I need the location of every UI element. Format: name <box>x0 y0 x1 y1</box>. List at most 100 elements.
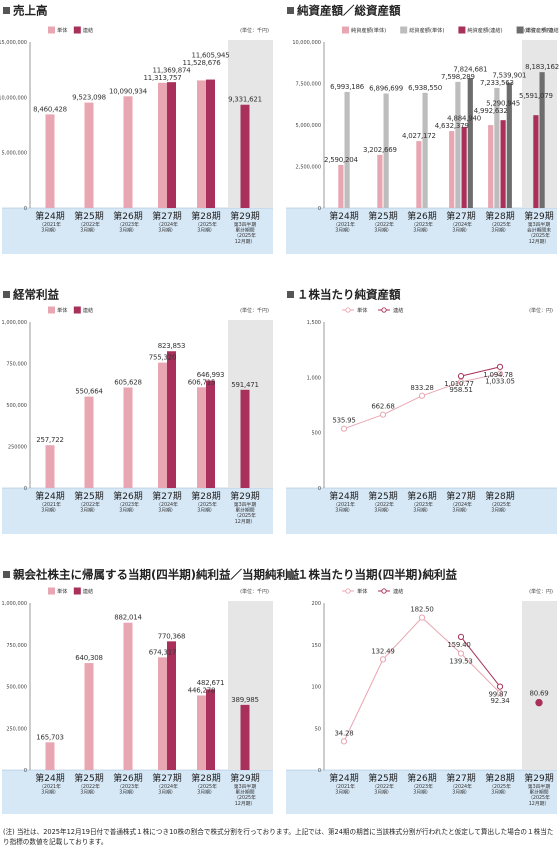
y-tick-label: 150 <box>311 643 321 649</box>
x-category-label: 第24期 <box>35 772 64 784</box>
data-label: 674,317 <box>149 648 177 656</box>
y-tick-label: 50 <box>315 726 321 732</box>
x-category-sublabel: 3月期） <box>119 508 136 514</box>
x-category-sublabel: 3月期） <box>335 508 352 514</box>
bar <box>206 689 215 770</box>
category-band <box>2 488 273 534</box>
x-category-sublabel: （2021年 <box>39 783 61 790</box>
title-marker <box>287 291 294 298</box>
x-category-sublabel: （2025年 <box>234 512 256 519</box>
bar <box>45 742 55 770</box>
x-category-label: 第26期 <box>113 772 142 784</box>
period29-shade <box>522 601 557 770</box>
legend-label: 純資産額(連結) <box>467 26 502 34</box>
data-label: 550,664 <box>75 388 103 396</box>
x-category-label: 第29期 <box>230 772 259 784</box>
unit-label: (単位：千円) <box>240 27 269 34</box>
x-category-sublabel: （2022年 <box>372 221 394 228</box>
data-point <box>496 370 504 377</box>
x-category-sublabel: （2021年 <box>39 221 61 228</box>
data-label: 11,528,676 <box>182 59 221 67</box>
x-category-sublabel: （2025年 <box>528 232 550 239</box>
data-point <box>418 614 426 621</box>
y-tick-label: 1,000,000 <box>2 601 27 607</box>
x-category-sublabel: 3月期） <box>119 790 136 796</box>
data-label: 1,033.05 <box>485 378 515 386</box>
x-category-sublabel: （2021年 <box>333 221 355 228</box>
chart-title: １株当たり当期(四半期)純利益 <box>297 568 458 582</box>
chart-title: 親会社株主に帰属する当期(四半期)純利益／当期純利益 <box>13 568 300 582</box>
y-tick-label: 1,000 <box>307 375 321 381</box>
x-category-label: 第27期 <box>446 772 475 784</box>
x-category-sublabel: （2024年 <box>156 221 178 228</box>
y-tick-label: 0 <box>318 486 321 492</box>
x-category-sublabel: 第3四半期 <box>234 783 256 790</box>
legend-swatch <box>342 26 349 34</box>
x-category-sublabel: （2023年 <box>117 501 139 508</box>
data-label: 446,278 <box>188 686 216 694</box>
data-label: 8,183,162 <box>525 63 559 71</box>
bar <box>449 131 455 208</box>
bar <box>84 663 94 770</box>
legend-label: 連結 <box>83 306 93 314</box>
x-category-label: 第28期 <box>485 210 514 222</box>
x-category-sublabel: 3月期） <box>452 228 469 234</box>
data-label: 3,202,669 <box>363 146 397 154</box>
bar <box>123 96 133 208</box>
data-label: 159.40 <box>447 641 470 649</box>
x-category-sublabel: （2022年 <box>372 501 394 508</box>
x-category-label: 第25期 <box>368 772 397 784</box>
x-category-sublabel: 3月期） <box>80 228 97 234</box>
data-label: 958.51 <box>449 386 472 394</box>
data-label: 4,884,940 <box>447 115 481 123</box>
bar <box>506 82 512 208</box>
data-label: 4,027,172 <box>402 132 436 140</box>
x-category-label: 第27期 <box>152 210 181 222</box>
x-category-sublabel: （2024年 <box>450 221 472 228</box>
x-category-sublabel: （2022年 <box>78 783 100 790</box>
data-point <box>496 683 504 690</box>
bar <box>500 120 506 208</box>
x-category-sublabel: （2025年 <box>234 232 256 239</box>
data-label: 4,992,632 <box>474 107 508 115</box>
data-label: 7,598,289 <box>441 73 475 81</box>
data-label: 9,331,621 <box>228 96 262 104</box>
x-category-sublabel: 3月期） <box>413 508 430 514</box>
x-category-sublabel: （2022年 <box>78 221 100 228</box>
footnote: (注) 当社は、2025年12月19日付で普通株式１株につき10株の割合で株式分… <box>3 828 554 846</box>
x-category-sublabel: 会計期間末 <box>527 227 551 234</box>
y-tick-label: 0 <box>318 768 321 774</box>
data-label: 10,090,934 <box>109 87 148 95</box>
x-category-sublabel: 累計期間 <box>235 789 254 796</box>
x-category-sublabel: 第3四半期 <box>234 501 256 508</box>
bar <box>167 641 176 770</box>
data-point <box>418 392 426 399</box>
x-category-sublabel: 3月期） <box>374 790 391 796</box>
chart-title: 売上高 <box>13 4 48 18</box>
y-tick-label: 0 <box>318 206 321 212</box>
x-category-sublabel: 3月期） <box>41 228 58 234</box>
x-category-label: 第25期 <box>368 210 397 222</box>
data-point <box>340 425 348 432</box>
x-category-sublabel: （2025年 <box>489 221 511 228</box>
x-category-sublabel: 3月期） <box>158 228 175 234</box>
y-tick-label: 0 <box>24 206 27 212</box>
bar <box>455 81 461 208</box>
x-category-sublabel: 12月期） <box>235 239 256 245</box>
legend-label: 単体 <box>357 306 368 314</box>
data-label: 1,010.77 <box>444 380 474 388</box>
bar <box>377 154 383 208</box>
x-category-sublabel: 3月期） <box>80 790 97 796</box>
legend-label: 単体 <box>57 587 68 595</box>
y-tick-label: 100 <box>311 685 321 691</box>
x-category-sublabel: 12月期） <box>529 239 550 245</box>
data-point <box>379 656 387 663</box>
bar <box>461 126 467 208</box>
x-category-sublabel: （2023年 <box>411 221 433 228</box>
series-line <box>460 636 501 687</box>
y-tick-label: 750,000 <box>6 643 27 649</box>
y-tick-label: 15,000,000 <box>0 40 27 46</box>
legend-label: 単体 <box>57 26 68 34</box>
series-line <box>343 373 501 430</box>
